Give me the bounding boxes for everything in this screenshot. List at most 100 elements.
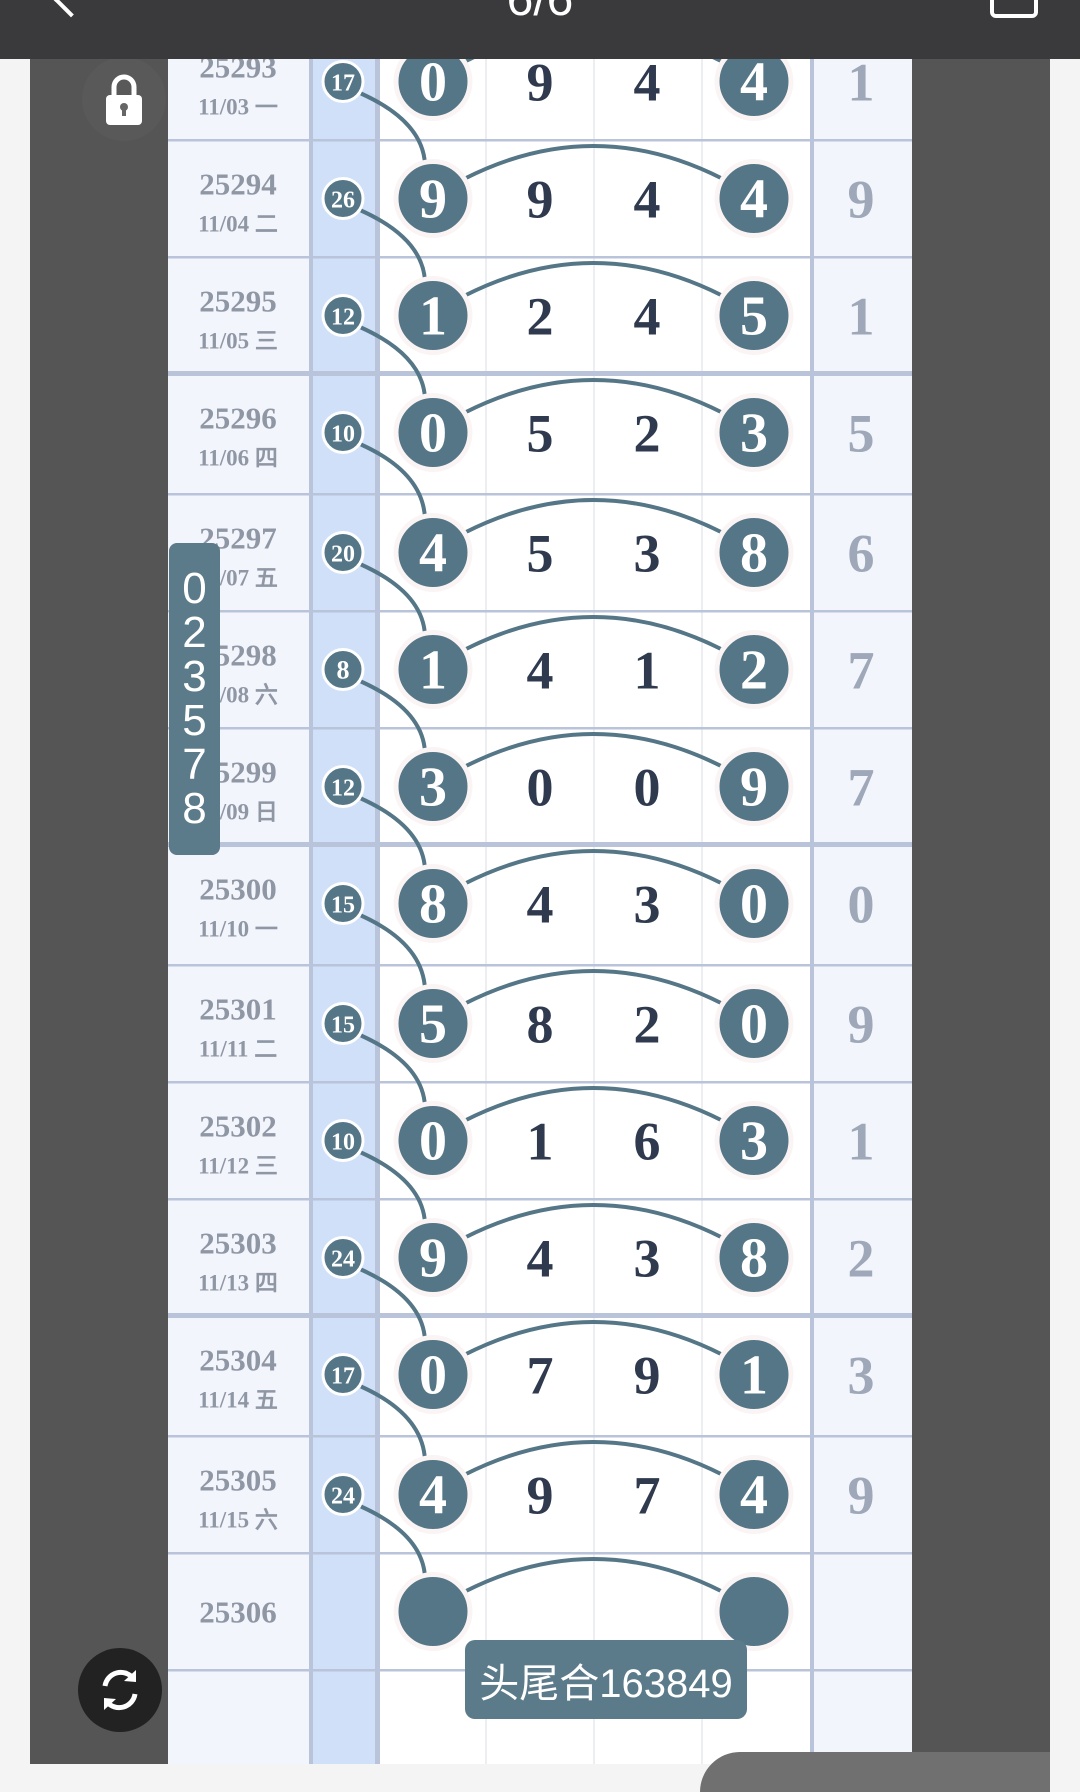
digit: 2	[527, 287, 554, 347]
ball-digit: 9	[419, 169, 447, 231]
tail-ball	[714, 630, 794, 709]
ball-digit: 1	[419, 286, 447, 348]
period-number: 25294	[199, 167, 277, 202]
ball-digit: 3	[740, 1111, 768, 1173]
ball-digit: 9	[740, 757, 768, 819]
digit: 9	[527, 53, 554, 113]
period-date: 11/15 六	[198, 1508, 278, 1533]
period-number: 25306	[199, 1595, 277, 1630]
head-ball	[393, 393, 473, 472]
period-date: 11/04 二	[198, 212, 278, 237]
digit: 4	[527, 1229, 554, 1289]
square-icon[interactable]	[990, 0, 1038, 18]
sum-circle	[321, 177, 365, 220]
head-tail-sum-digit: 9	[848, 1466, 875, 1526]
digit: 2	[634, 995, 661, 1055]
row-divider	[168, 1081, 912, 1084]
head-ball	[393, 1218, 473, 1297]
head-tail-arc	[464, 261, 723, 298]
sum-connector	[360, 913, 427, 990]
period-number: 25305	[199, 1463, 277, 1498]
ball-digit: 3	[740, 403, 768, 465]
digit: 9	[527, 1466, 554, 1526]
head-tail-arc	[464, 1320, 723, 1357]
head-tail-sum-digit: 6	[848, 524, 875, 584]
ball-digit: 0	[419, 1111, 447, 1173]
head-ball	[393, 159, 473, 238]
column-divider	[309, 23, 313, 1764]
sum-connector	[360, 679, 427, 753]
refresh-icon	[102, 1669, 138, 1711]
sum-circle	[321, 765, 365, 808]
sum-circle	[321, 1002, 365, 1045]
ball-digit: 4	[419, 523, 447, 585]
sum-connector	[360, 1033, 427, 1107]
digit: 4	[634, 170, 661, 230]
ball-digit: 4	[740, 1465, 768, 1527]
sum-connector	[360, 91, 427, 165]
bottom-sheet-handle[interactable]	[700, 1752, 1050, 1792]
tail-ball	[714, 1572, 794, 1651]
digit: 4	[634, 53, 661, 113]
head-tail-arc	[464, 1440, 723, 1477]
period-date: 11/05 三	[198, 329, 278, 354]
lock-button[interactable]	[82, 57, 166, 141]
period-number: 25303	[199, 1226, 277, 1261]
refresh-button[interactable]	[78, 1648, 162, 1732]
head-ball	[393, 747, 473, 826]
ball-digit: 5	[740, 286, 768, 348]
head-ball	[393, 1335, 473, 1414]
period-number: 25295	[199, 284, 277, 319]
digit: 7	[527, 1346, 554, 1406]
digit: 9	[527, 170, 554, 230]
ball-digit: 1	[419, 640, 447, 702]
digit: 1	[527, 1112, 554, 1172]
sum-connector	[360, 1504, 427, 1578]
digit: 9	[634, 1346, 661, 1406]
tail-column	[812, 23, 912, 1764]
sum-value: 12	[331, 776, 355, 802]
tail-ball	[714, 159, 794, 238]
digit: 0	[634, 758, 661, 818]
head-tail-arc	[464, 144, 723, 181]
row-divider	[168, 964, 912, 967]
row-divider	[168, 1198, 912, 1201]
ball-digit: 0	[419, 403, 447, 465]
sum-value: 24	[331, 1484, 355, 1510]
sum-circle	[321, 1473, 365, 1516]
head-ball	[393, 513, 473, 592]
head-tail-arc	[464, 849, 723, 886]
sum-connector	[360, 208, 427, 282]
ball-digit: 3	[419, 757, 447, 819]
ball-digit: 4	[419, 1465, 447, 1527]
head-tail-sum-digit: 5	[848, 404, 875, 464]
sum-connector	[360, 796, 427, 870]
ball-digit: 8	[419, 874, 447, 936]
tail-ball	[714, 1455, 794, 1534]
head-ball	[393, 984, 473, 1063]
table-row: 25300 11/10 一 15 8 4 3 0 0	[198, 864, 875, 943]
tail-ball	[714, 1218, 794, 1297]
badge-digit: 5	[182, 696, 207, 745]
digit: 3	[634, 875, 661, 935]
table-row: 25304 11/14 五 17 0 7 9 1 3	[198, 1335, 875, 1414]
sum-connector	[360, 562, 427, 636]
ball-digit: 2	[740, 640, 768, 702]
table-row: 25296 11/06 四 10 0 5 2 3 5	[198, 393, 875, 472]
badge-digit: 8	[182, 784, 207, 833]
ball-digit: 4	[740, 169, 768, 231]
tail-ball	[714, 747, 794, 826]
tail-ball	[714, 393, 794, 472]
sum-circle	[321, 648, 365, 691]
sum-connector	[360, 442, 427, 519]
head-tail-sum-digit: 9	[848, 995, 875, 1055]
head-tail-sum-digit: 0	[848, 875, 875, 935]
head-tail-arc	[464, 1086, 723, 1123]
ball-digit: 1	[740, 1345, 768, 1407]
sum-circle	[321, 294, 365, 337]
digit: 2	[634, 404, 661, 464]
ball-digit: 9	[419, 1228, 447, 1290]
